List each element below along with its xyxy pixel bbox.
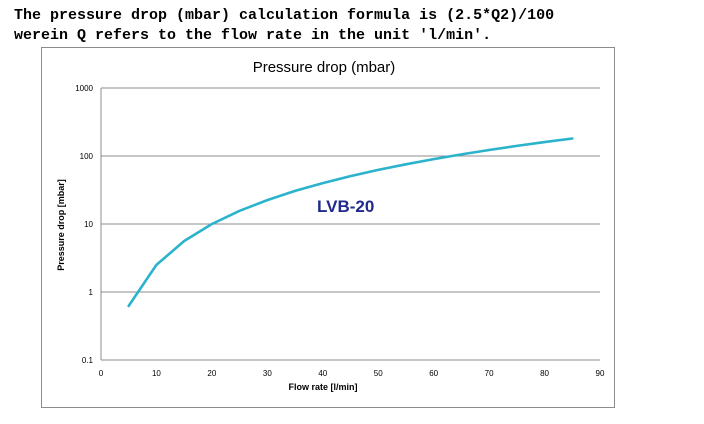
- data-point: [377, 169, 379, 171]
- y-tick-label: 100: [80, 152, 94, 161]
- tick-labels: 0.1 1 10 100 1000 0 10 20 30 40 50 60 70 80 90: [75, 84, 605, 378]
- x-tick-label: 50: [374, 369, 383, 378]
- data-point: [239, 210, 241, 212]
- x-tick-label: 40: [318, 369, 327, 378]
- formula-line-1: The pressure drop (mbar) calculation for…: [14, 7, 555, 24]
- formula-line-2: werein Q refers to the flow rate in the …: [14, 27, 492, 44]
- series-annotation: LVB-20: [317, 197, 374, 216]
- x-tick-label: 90: [596, 369, 605, 378]
- data-point: [571, 138, 573, 139]
- data-point: [156, 264, 157, 266]
- data-point: [350, 175, 351, 177]
- grid-lines: [101, 87, 600, 293]
- series-layer: [127, 137, 574, 308]
- data-point: [322, 182, 324, 184]
- x-tick-label: 80: [540, 369, 549, 378]
- chart-title: Pressure drop (mbar): [253, 59, 396, 76]
- y-tick-label: 10: [84, 220, 93, 229]
- pressure-drop-chart: Pressure drop (mbar) 0.1 1 10 100 1000 0 10 20 3…: [56, 59, 605, 392]
- data-point: [183, 240, 185, 242]
- data-point: [294, 190, 296, 192]
- chart-frame: Pressure drop (mbar) 0.1 1 10 100 1000 0 10 20 3…: [41, 47, 615, 408]
- y-axis-label: Pressure drop [mbar]: [56, 179, 66, 271]
- x-tick-label: 30: [263, 369, 272, 378]
- y-tick-label: 1000: [75, 84, 93, 93]
- data-point: [266, 199, 268, 201]
- data-point: [433, 158, 435, 160]
- data-point: [128, 305, 130, 307]
- x-axis-label: Flow rate [l/min]: [288, 382, 357, 392]
- x-tick-label: 60: [429, 369, 438, 378]
- y-tick-label: 0.1: [82, 356, 94, 365]
- series-line-0: [127, 137, 574, 308]
- data-point: [211, 223, 213, 225]
- data-point: [405, 163, 407, 165]
- x-tick-label: 70: [485, 369, 494, 378]
- data-point: [544, 141, 545, 143]
- data-point: [516, 145, 518, 147]
- y-tick-label: 1: [89, 288, 94, 297]
- x-tick-label: 0: [99, 369, 104, 378]
- data-point: [488, 149, 490, 151]
- x-tick-label: 20: [207, 369, 216, 378]
- x-tick-label: 10: [152, 369, 161, 378]
- formula-caption: The pressure drop (mbar) calculation for…: [14, 6, 554, 46]
- data-point: [461, 154, 462, 155]
